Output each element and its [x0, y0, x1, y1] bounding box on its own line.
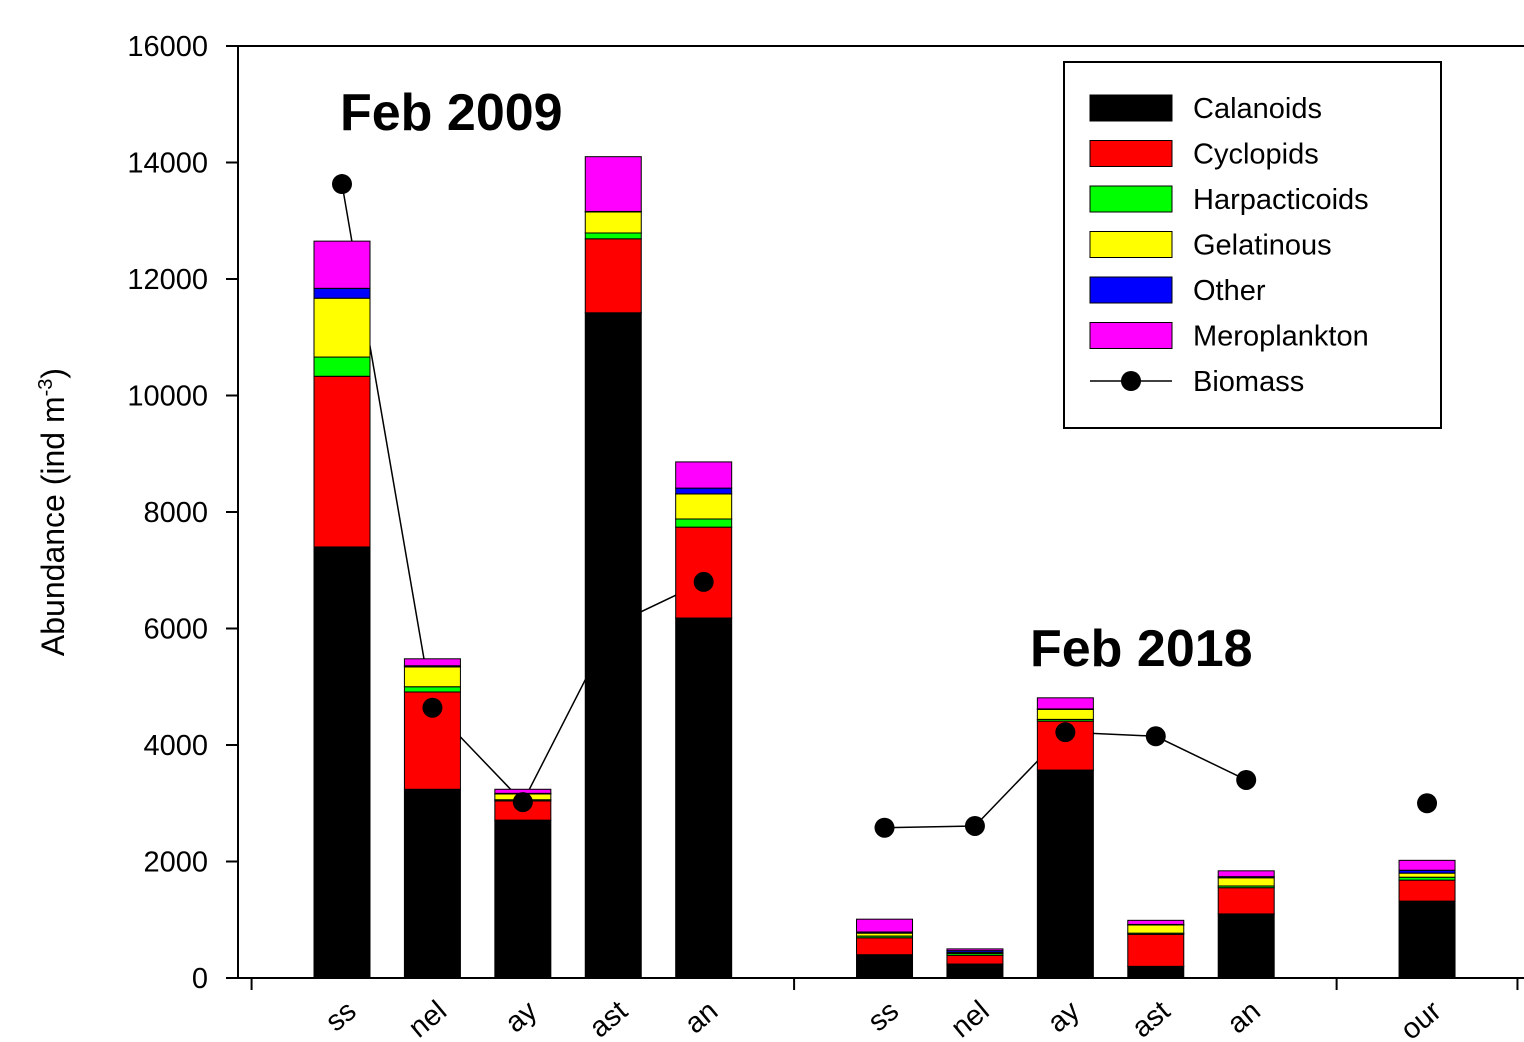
biomass-marker [964, 815, 985, 836]
bar-segment [403, 788, 461, 979]
x-tick-label: nel [945, 995, 995, 1042]
bar-segment [494, 819, 552, 979]
bar-segment [313, 546, 371, 979]
x-tick-label: ay [499, 995, 543, 1040]
biomass-marker [874, 817, 895, 838]
bar-segment [1217, 877, 1275, 887]
biomass-marker [1417, 793, 1438, 814]
y-label-sup: -3 [35, 379, 57, 397]
y-tick-label: 0 [192, 963, 208, 995]
annotation: Feb 2009 [340, 84, 563, 142]
y-tick-label: 14000 [127, 148, 208, 180]
biomass-marker [1145, 726, 1166, 747]
bar-segment [313, 356, 371, 377]
legend-swatch [1089, 140, 1173, 167]
y-tick-label: 2000 [143, 847, 208, 879]
bar-segment [584, 232, 642, 240]
biomass-marker [1055, 722, 1076, 743]
bar-segment [856, 918, 914, 933]
biomass-line [341, 183, 705, 804]
bar-segment [313, 297, 371, 358]
x-tick-label: an [679, 995, 724, 1040]
bar-segment [1036, 769, 1094, 979]
bar-segment [946, 963, 1004, 979]
legend-label: Cyclopids [1193, 139, 1319, 171]
biomass-marker [512, 792, 533, 813]
legend-swatch [1089, 276, 1173, 304]
biomass-marker [693, 571, 714, 592]
x-tick-label: our [1395, 995, 1448, 1042]
y-tick-label: 4000 [143, 730, 208, 762]
bar-segment [403, 686, 461, 693]
legend-swatch [1089, 185, 1173, 213]
bar-segment [1398, 872, 1456, 878]
bar-segment [1217, 870, 1275, 878]
biomass-marker [1236, 769, 1257, 790]
y-tick-label: 12000 [127, 264, 208, 296]
x-tick-label: ay [1042, 995, 1086, 1040]
legend-label: Meroplankton [1193, 321, 1369, 353]
y-tick-label: 16000 [127, 31, 208, 63]
biomass-marker [422, 697, 443, 718]
y-tick-label: 6000 [143, 614, 208, 646]
x-tick-label: ss [320, 995, 363, 1038]
legend-swatch [1089, 322, 1173, 349]
bar-segment [675, 487, 733, 495]
x-tick-label: ast [584, 995, 634, 1042]
bar-segment [1127, 924, 1185, 934]
legend-swatch [1089, 94, 1173, 122]
bar-segment [313, 375, 371, 548]
bar-segment [584, 156, 642, 212]
biomass-marker [603, 615, 624, 636]
bar-segment [1127, 965, 1185, 979]
legend-marker [1121, 371, 1141, 391]
bar-segment [675, 493, 733, 520]
x-tick-label: nel [403, 995, 453, 1042]
bar-segment [584, 238, 642, 314]
bar-segment [403, 666, 461, 688]
bar-segment [1036, 697, 1094, 710]
y-tick-label: 8000 [143, 497, 208, 529]
bar-segment [1217, 913, 1275, 979]
bar-segment [856, 954, 914, 979]
legend-label: Biomass [1193, 366, 1304, 398]
bar-segment [313, 240, 371, 289]
x-tick-label: an [1221, 995, 1266, 1040]
bar-segment [313, 287, 371, 299]
bar-segment [1217, 887, 1275, 915]
bar-segment [1398, 879, 1456, 902]
x-tick-label: ss [862, 995, 905, 1038]
bar-segment [1127, 919, 1185, 925]
bar-segment [403, 658, 461, 667]
bar-segment [675, 461, 733, 489]
y-label-text: Abundance (ind m [35, 396, 71, 656]
bar-segment [946, 954, 1004, 965]
legend-label: Gelatinous [1193, 230, 1332, 262]
bar-segment [856, 937, 914, 956]
bar-segment [675, 518, 733, 528]
legend-swatch [1089, 231, 1173, 258]
bar-segment [675, 617, 733, 979]
bar-segment [1127, 933, 1185, 967]
bar-segment [1036, 708, 1094, 720]
x-tick-label: ast [1126, 995, 1176, 1042]
legend-label: Harpacticoids [1193, 184, 1369, 216]
legend-label: Calanoids [1193, 93, 1322, 125]
bar-segment [584, 211, 642, 234]
y-label-end: ) [35, 368, 71, 379]
bar-segment [584, 312, 642, 979]
y-axis-label: Abundance (ind m-3) [35, 368, 71, 656]
y-tick-label: 10000 [127, 381, 208, 413]
bar-segment [1398, 859, 1456, 871]
biomass-marker [332, 174, 352, 195]
annotation: Feb 2018 [1030, 620, 1253, 678]
bar-segment [1398, 900, 1456, 979]
bar-segment [946, 948, 1004, 952]
legend-label: Other [1193, 275, 1266, 307]
